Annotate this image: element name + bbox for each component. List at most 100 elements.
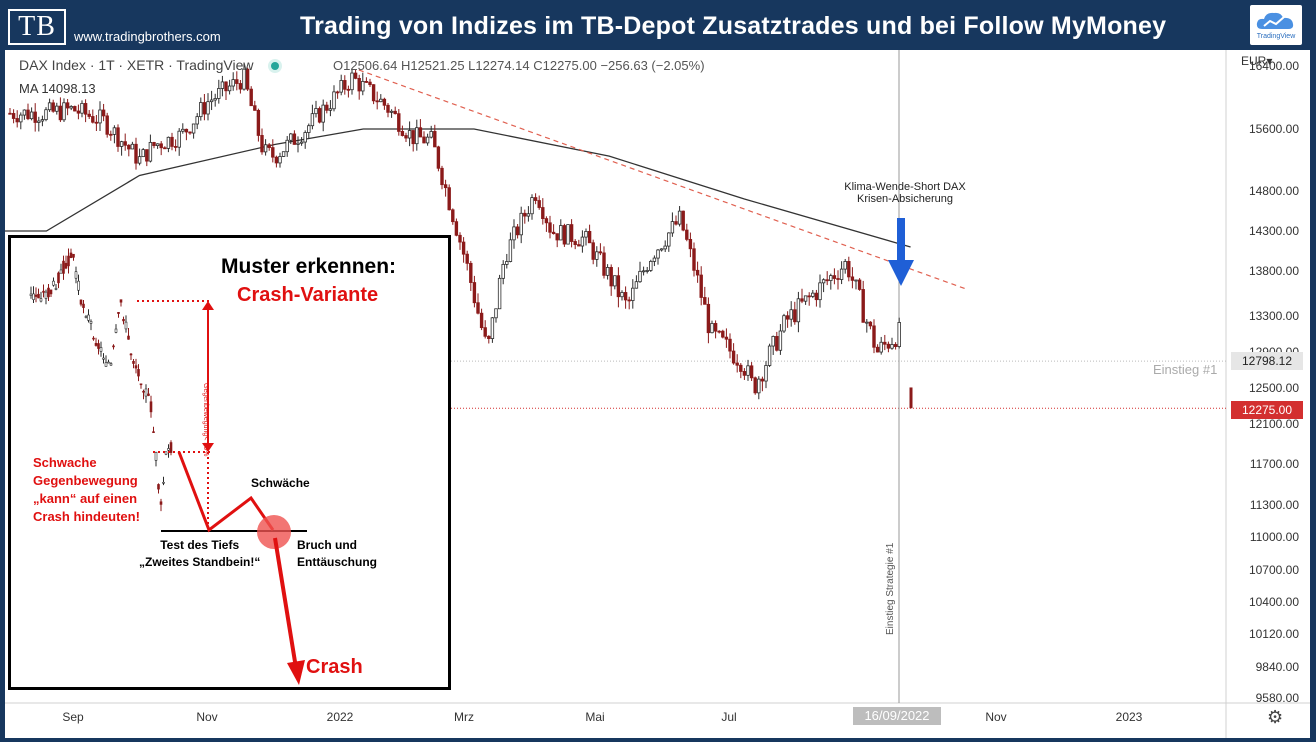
candle-body	[724, 336, 729, 340]
candle-body	[105, 115, 109, 135]
candle-body	[595, 251, 599, 260]
candle-body	[206, 101, 210, 115]
candle-body	[289, 133, 293, 141]
candle-body	[479, 312, 484, 329]
candle-body	[508, 239, 513, 262]
candle-body	[674, 221, 678, 225]
candle-body	[357, 77, 361, 92]
inset-candle-body	[132, 361, 135, 364]
brand-logo[interactable]: TB	[8, 9, 66, 45]
y-tick-label: 9840.00	[1256, 660, 1300, 674]
last-candle-body	[909, 387, 913, 409]
candle-body	[609, 267, 613, 287]
candle-body	[440, 167, 444, 186]
x-tick-label: Sep	[62, 710, 84, 724]
candle-body	[371, 84, 376, 102]
candle-body	[728, 338, 732, 352]
pattern-inset: Muster erkennen: Crash-Variante Gegenbew…	[8, 235, 451, 690]
candle-body	[803, 295, 808, 302]
candle-body	[368, 81, 372, 86]
candle-body	[879, 341, 883, 353]
symbol-legend[interactable]: DAX Index · 1T · XETR · TradingView	[19, 57, 280, 73]
candle-body	[836, 278, 840, 280]
gear-icon[interactable]: ⚙	[1267, 707, 1284, 727]
candle-body	[847, 261, 851, 278]
weak-line-4: Crash hindeuten!	[33, 509, 140, 524]
inset-candle-body	[64, 262, 68, 269]
candle-body	[562, 225, 567, 245]
candle-body	[195, 116, 199, 125]
candle-body	[652, 257, 657, 262]
candle-body	[73, 106, 77, 112]
candle-body	[483, 327, 487, 337]
candle-body	[191, 123, 196, 134]
candle-body	[40, 119, 45, 122]
candle-body	[242, 68, 246, 90]
candle-body	[832, 275, 837, 279]
candle-body	[757, 378, 761, 394]
currency-selector[interactable]: EUR▾	[1241, 54, 1272, 68]
inset-candle-body	[117, 312, 120, 314]
candle-body	[865, 321, 869, 324]
candle-body	[321, 104, 325, 123]
candle-body	[685, 229, 689, 240]
y-tick-label: 13300.00	[1249, 309, 1299, 323]
candle-body	[454, 221, 459, 236]
entry-vertical-label: Einstieg Strategie #1	[885, 542, 896, 635]
candle-body	[170, 136, 174, 147]
price-chart[interactable]: 16400.00 15600.00 14800.00 14300.00 13800.00…	[5, 50, 1310, 738]
candle-body	[717, 330, 721, 333]
candle-body	[548, 222, 552, 233]
candle-body	[65, 102, 70, 109]
candle-body	[771, 336, 775, 347]
candle-body	[429, 131, 433, 138]
inset-candle-body	[112, 345, 115, 348]
test-line-1: Test des Tiefs	[160, 538, 240, 552]
candle-body	[469, 262, 473, 283]
candle-body	[883, 341, 887, 345]
inset-candle-body	[92, 337, 95, 340]
y-tick-label: 10120.00	[1249, 627, 1299, 641]
candle-body	[361, 81, 365, 92]
ma-legend[interactable]: MA 14098.13	[19, 81, 96, 96]
y-tick-label: 11700.00	[1250, 457, 1299, 471]
candle-body	[238, 83, 243, 90]
ohlc-values: O12506.64 H12521.25 L12274.14 C12275.00 …	[333, 58, 705, 73]
tradingview-badge[interactable]: TradingView	[1250, 5, 1302, 45]
candle-body	[857, 279, 862, 290]
candle-body	[523, 212, 527, 217]
chevron-down-icon: ▾	[1266, 54, 1273, 68]
candle-body	[260, 135, 264, 153]
candle-body	[101, 109, 106, 117]
inset-candle-body	[119, 299, 123, 303]
entry-price-tag: 12798.12	[1231, 352, 1303, 370]
candle-body	[418, 127, 423, 138]
candle-body	[886, 343, 891, 349]
candle-body	[551, 231, 556, 235]
candle-body	[364, 81, 369, 83]
candle-body	[393, 110, 397, 115]
candle-body	[163, 147, 167, 150]
inset-candle-body	[47, 287, 50, 298]
candle-body	[159, 143, 163, 149]
candle-body	[789, 309, 793, 320]
x-tick-label: Mrz	[454, 710, 474, 724]
candle-body	[83, 103, 88, 115]
inset-candle-body	[87, 314, 90, 321]
inset-subtitle: Crash-Variante	[237, 284, 379, 306]
candle-body	[181, 128, 185, 132]
site-url[interactable]: www.tradingbrothers.com	[74, 29, 221, 44]
candle-body	[814, 292, 819, 301]
candle-body	[641, 270, 646, 273]
candle-body	[400, 131, 405, 136]
candle-body	[47, 102, 52, 111]
chart-area[interactable]: 16400.00 15600.00 14800.00 14300.00 13800.00…	[5, 50, 1310, 738]
inset-candle-body	[127, 335, 130, 340]
candle-body	[339, 80, 343, 93]
y-tick-label: 9580.00	[1256, 691, 1300, 705]
inset-candle-body	[167, 448, 170, 451]
candle-body	[501, 263, 505, 279]
candle-body	[166, 136, 171, 149]
candle-body	[245, 68, 250, 90]
inset-candle-body	[154, 452, 158, 461]
